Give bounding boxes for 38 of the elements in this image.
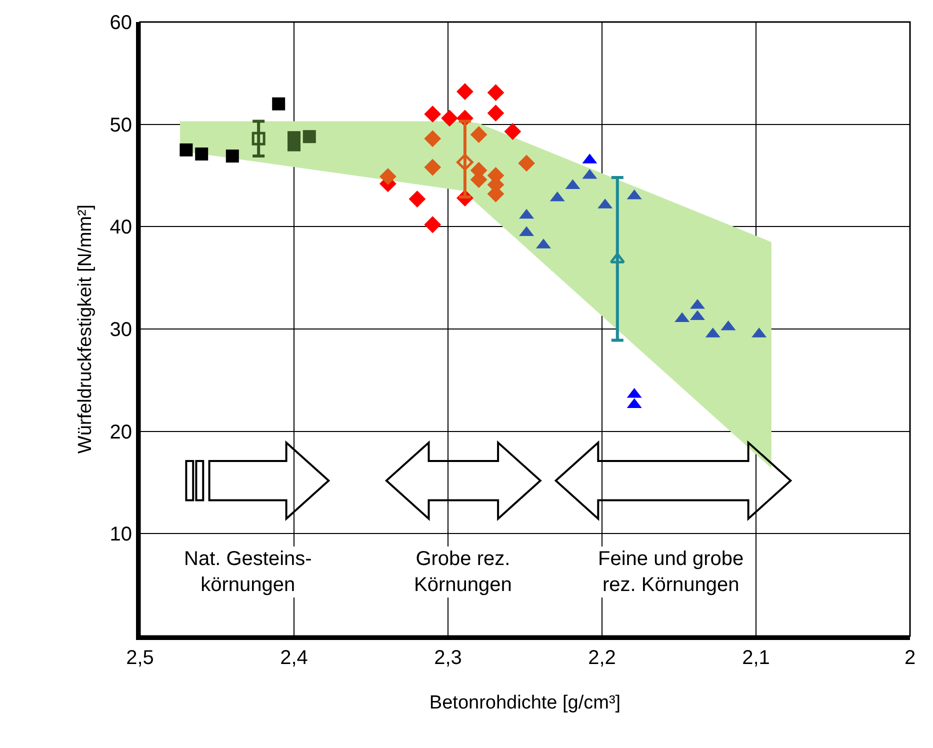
point <box>408 190 426 208</box>
point <box>487 84 504 102</box>
point <box>441 110 458 127</box>
y-tick-label: 50 <box>110 114 132 136</box>
point <box>610 252 625 264</box>
x-tick-label: 2,4 <box>280 647 308 669</box>
point <box>226 150 239 163</box>
annotation: Grobe rez. Körnungen <box>414 548 512 596</box>
y-tick-label: 30 <box>110 319 132 341</box>
point <box>424 130 442 148</box>
y-tick-label: 10 <box>110 524 132 546</box>
point <box>424 158 442 176</box>
x-tick-label: 2,5 <box>126 647 154 669</box>
point <box>504 123 522 140</box>
point <box>470 126 488 144</box>
point <box>272 97 286 110</box>
annotation: Nat. Gesteins- körnungen <box>184 548 312 596</box>
point <box>424 106 442 123</box>
point <box>180 143 193 156</box>
y-tick-label: 40 <box>110 216 132 239</box>
y-axis-title: Würfeldruckfestigkeit [N/mm²] <box>75 204 96 454</box>
x-tick-label: 2,3 <box>434 647 462 669</box>
point <box>379 168 396 185</box>
point <box>456 83 474 100</box>
point <box>518 154 535 172</box>
y-tick-label: 20 <box>110 421 132 444</box>
x-tick-label: 2,2 <box>588 647 616 669</box>
point <box>252 132 266 146</box>
point <box>456 154 474 171</box>
point <box>195 148 208 161</box>
x-tick-label: 2 <box>904 647 916 669</box>
y-tick-label: 60 <box>110 12 132 34</box>
point <box>302 130 316 144</box>
x-axis-title: Betonrohdichte [g/cm³] <box>429 692 621 714</box>
point <box>487 104 504 122</box>
point <box>424 216 442 234</box>
annotation: Feine und grobe rez. Körnungen <box>598 548 744 596</box>
x-tick-label: 2,1 <box>742 647 770 669</box>
